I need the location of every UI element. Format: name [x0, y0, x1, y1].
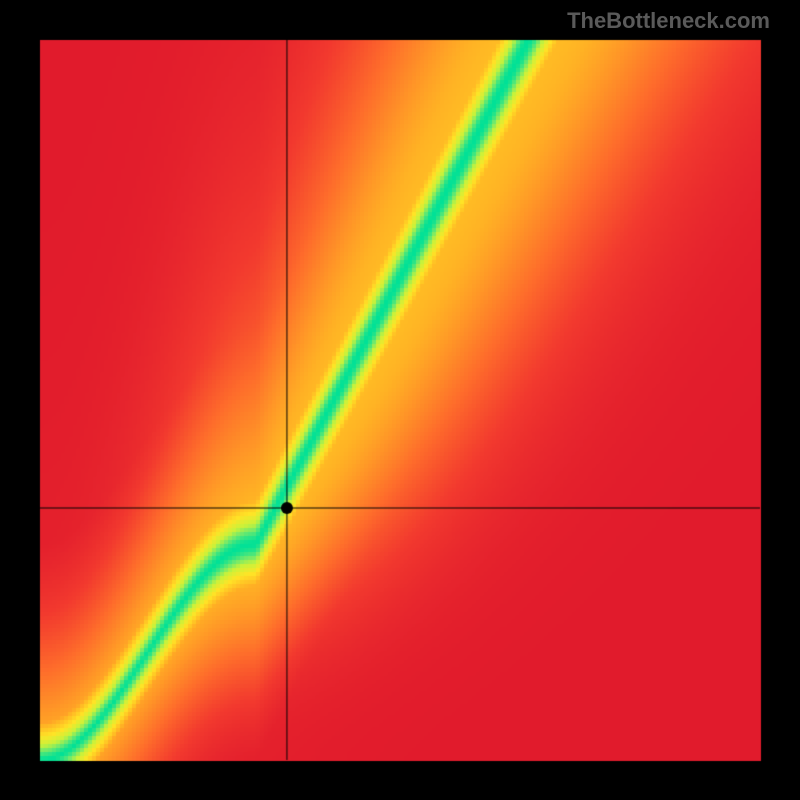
bottleneck-heatmap [0, 0, 800, 800]
watermark-label: TheBottleneck.com [567, 8, 770, 34]
chart-container: TheBottleneck.com [0, 0, 800, 800]
